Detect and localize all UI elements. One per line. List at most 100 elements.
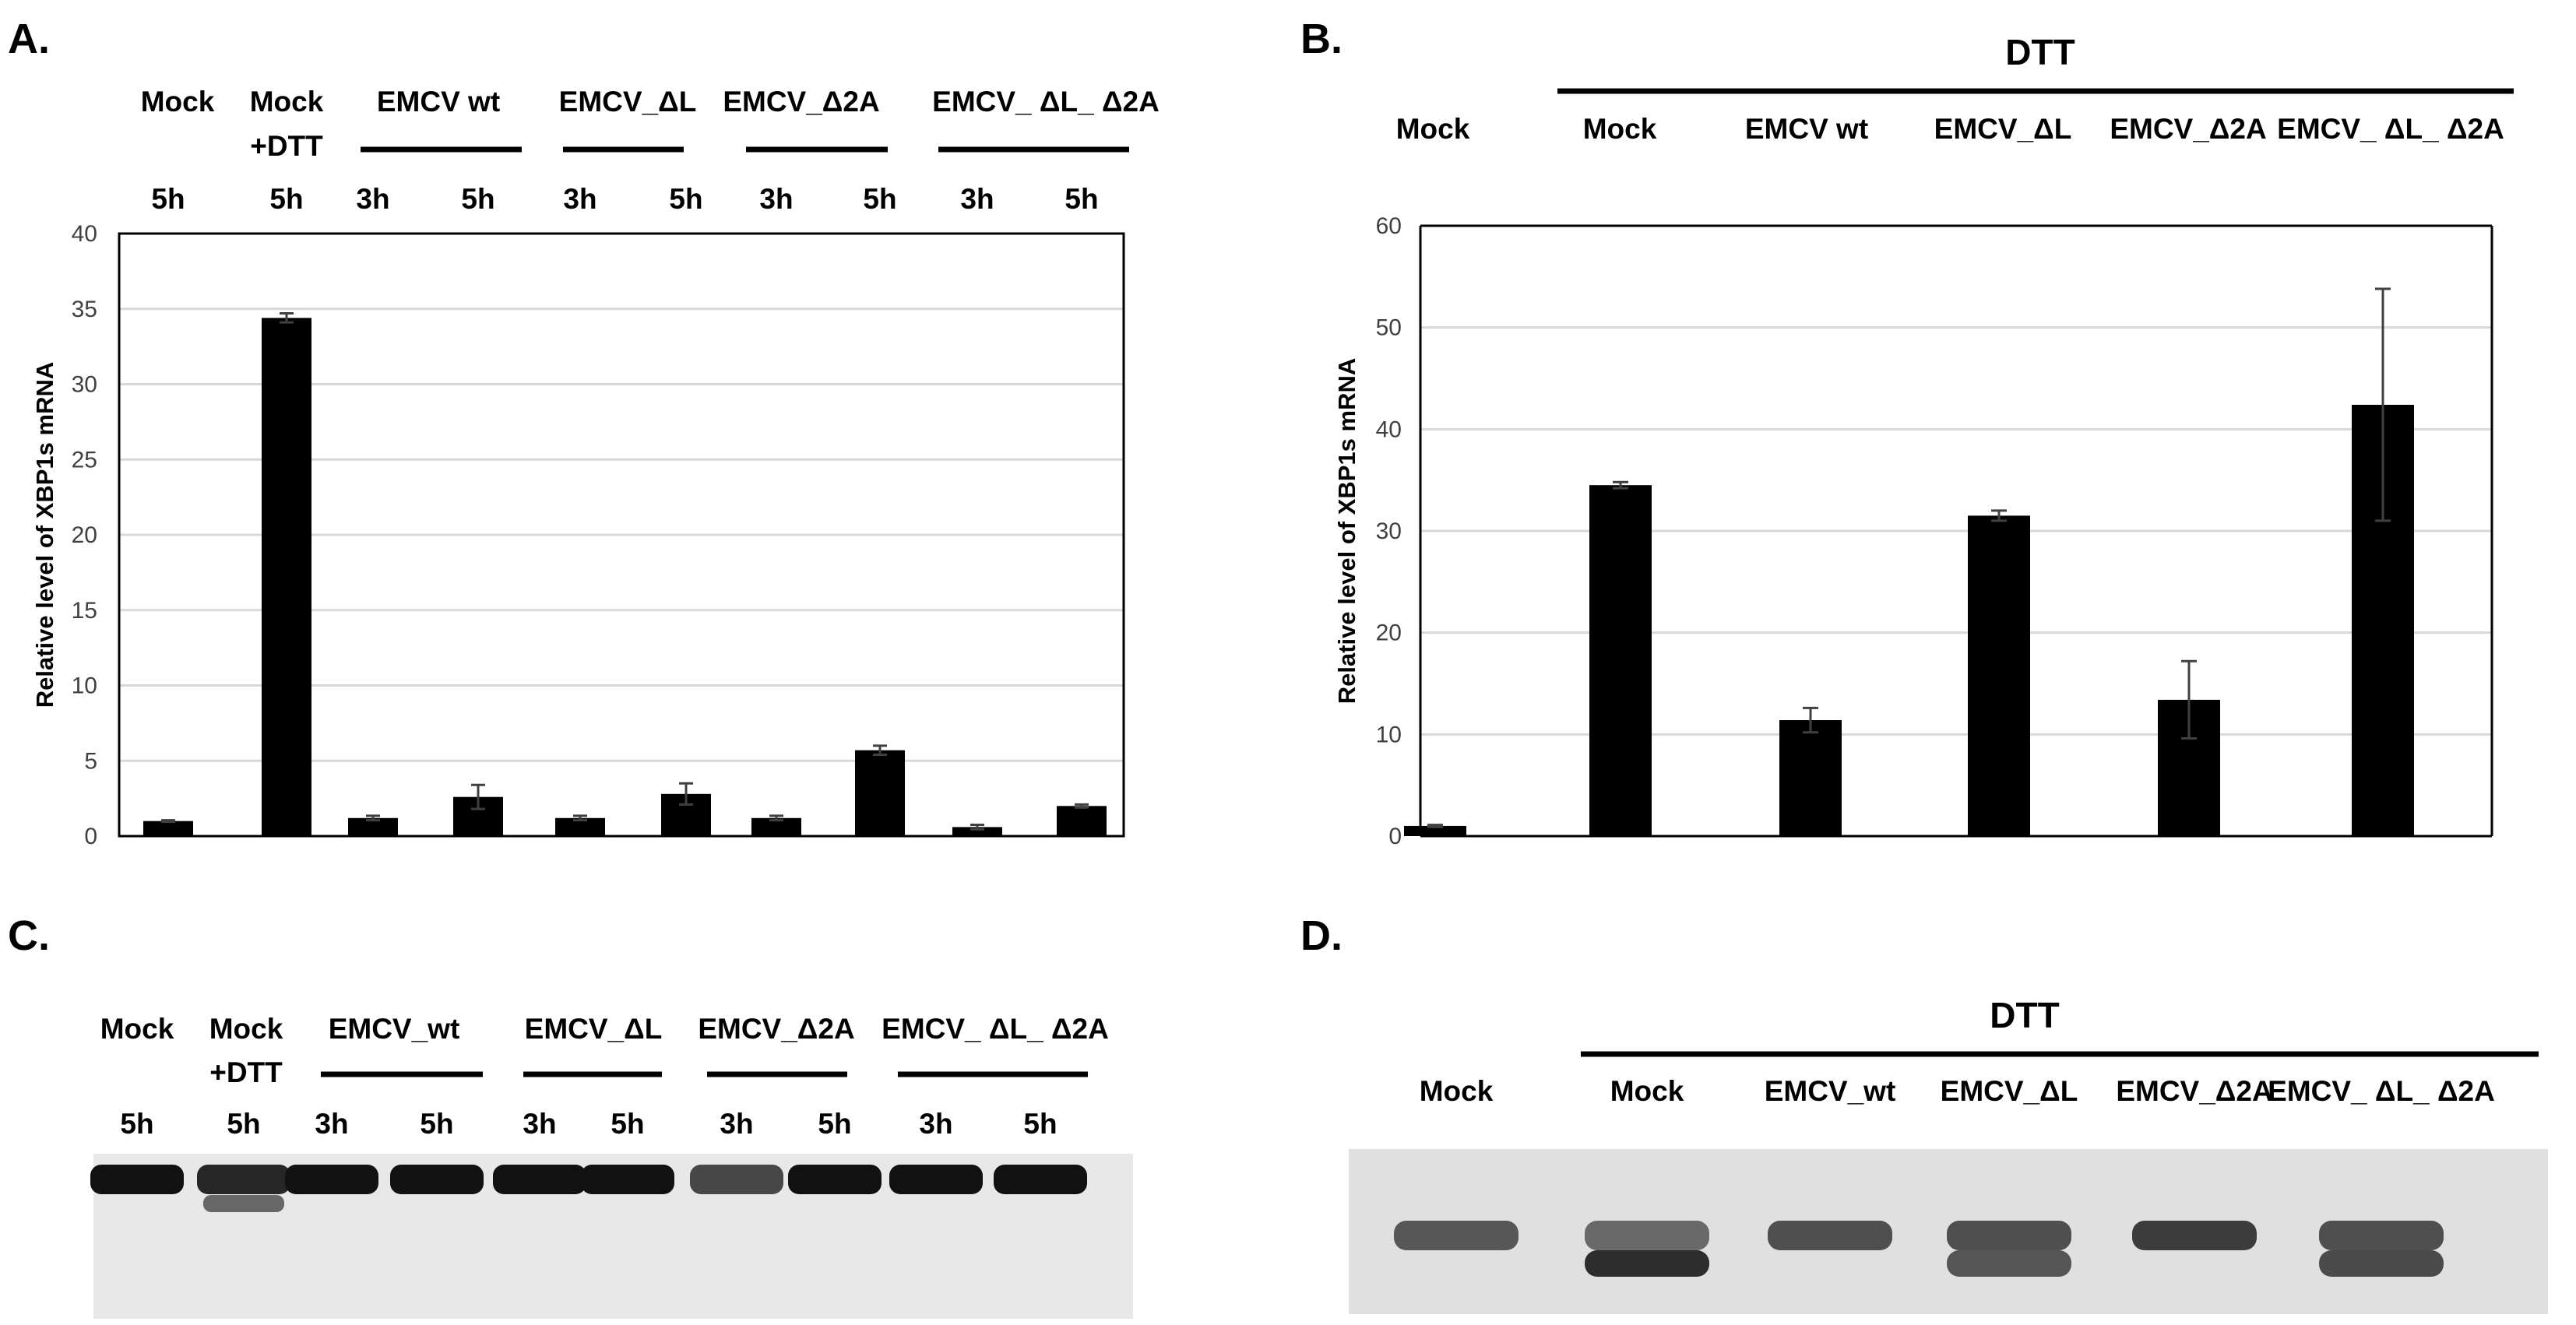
lane-label: Mock bbox=[1420, 1075, 1494, 1107]
time-label: 3h bbox=[356, 183, 389, 215]
category-label: Mock bbox=[1583, 113, 1657, 145]
lane-label: EMCV_ΔL bbox=[1941, 1075, 2078, 1107]
lane-group-label: EMCV_wt bbox=[329, 1013, 460, 1045]
y-tick-label: 10 bbox=[1376, 722, 1402, 747]
gel-band bbox=[994, 1165, 1087, 1194]
dtt-header: DTT bbox=[1990, 995, 2059, 1035]
panel-c-gel: C. Mock 5h Mock +DTT 5h EMCV_wt 3h 5h EMCV_ΔL 3h 5h… bbox=[8, 912, 1133, 1319]
y-tick-label: 40 bbox=[72, 221, 97, 247]
time-label: 5h bbox=[863, 183, 896, 215]
gel-band-lower bbox=[1947, 1250, 2071, 1277]
category-label: EMCV_ΔL bbox=[1934, 113, 2072, 145]
gel-band bbox=[90, 1165, 184, 1194]
gel-band bbox=[1947, 1221, 2071, 1250]
y-axis-label: Relative level of XBP1s mRNA bbox=[1333, 358, 1360, 705]
y-tick-label: 35 bbox=[72, 297, 97, 322]
y-axis-label: Relative level of XBP1s mRNA bbox=[31, 362, 58, 708]
bar bbox=[555, 817, 605, 836]
lane-group-label-2: +DTT bbox=[209, 1056, 283, 1088]
time-label: 5h bbox=[151, 183, 185, 215]
time-label: 5h bbox=[120, 1108, 153, 1140]
time-label: 3h bbox=[919, 1108, 952, 1140]
y-tick-label: 30 bbox=[1376, 518, 1402, 544]
gel-band-lower bbox=[203, 1195, 284, 1212]
time-label: 3h bbox=[523, 1108, 556, 1140]
y-tick-label: 50 bbox=[1376, 315, 1402, 341]
lane-label: EMCV_ ΔL_ Δ2A bbox=[2268, 1075, 2495, 1107]
panel-b: B. DTT Mock Mock EMCV wt EMCV_ΔL EMCV_Δ2A EMCV_… bbox=[1293, 0, 2576, 872]
panel-c-letter: C. bbox=[8, 912, 50, 959]
bar bbox=[1404, 825, 1466, 836]
bar bbox=[348, 817, 398, 836]
lane-label: Mock bbox=[1610, 1075, 1684, 1107]
gel-band bbox=[2132, 1221, 2257, 1250]
group-label: Mock bbox=[141, 86, 215, 118]
y-tick-label: 20 bbox=[72, 522, 97, 548]
bar bbox=[855, 750, 905, 836]
group-label: EMCV wt bbox=[377, 86, 500, 118]
category-label: EMCV_Δ2A bbox=[2110, 113, 2266, 145]
panel-b-chart: B. DTT Mock Mock EMCV wt EMCV_ΔL EMCV_Δ2A EMCV_… bbox=[1300, 16, 2514, 849]
y-tick-label: 5 bbox=[84, 748, 97, 774]
gel-band bbox=[1394, 1221, 1519, 1250]
time-label: 3h bbox=[563, 183, 596, 215]
gel-band bbox=[1585, 1221, 1709, 1250]
panel-c: C. Mock 5h Mock +DTT 5h EMCV_wt 3h 5h EMCV_ΔL 3h 5h… bbox=[0, 887, 1168, 1325]
dtt-header: DTT bbox=[2005, 32, 2075, 72]
panel-a-letter: A. bbox=[8, 16, 50, 62]
gel-band bbox=[285, 1165, 378, 1194]
lane-group-label: Mock bbox=[209, 1013, 283, 1045]
panel-d-gel: D. DTT Mock Mock EMCV_wt EMCV_ΔL EMCV_Δ2AEMCV_… bbox=[1300, 912, 2548, 1314]
time-label: 5h bbox=[1065, 183, 1098, 215]
category-label: Mock bbox=[1396, 113, 1470, 145]
time-label: 5h bbox=[818, 1108, 851, 1140]
y-tick-label: 10 bbox=[72, 673, 97, 699]
bar bbox=[1589, 485, 1652, 836]
bar bbox=[1057, 806, 1107, 836]
time-label: 5h bbox=[269, 183, 303, 215]
lane-label: EMCV_Δ2A bbox=[2116, 1075, 2272, 1107]
y-tick-label: 0 bbox=[84, 824, 97, 849]
time-label: 5h bbox=[420, 1108, 453, 1140]
gel-band bbox=[1768, 1221, 1892, 1250]
y-tick-label: 40 bbox=[1376, 416, 1402, 442]
gel-band bbox=[581, 1165, 674, 1194]
panel-a-chart: A. Mock 5h Mock +DTT 5h EMCV wt 3h 5h EMCV_ΔL 3h 5h… bbox=[8, 16, 1160, 849]
bar bbox=[262, 318, 311, 836]
gel-band bbox=[788, 1165, 882, 1194]
lane-label: EMCV_wt bbox=[1765, 1075, 1896, 1107]
lane-group-label: EMCV_ ΔL_ Δ2A bbox=[882, 1013, 1109, 1045]
gel-band bbox=[690, 1165, 783, 1194]
gel-band bbox=[2319, 1221, 2444, 1250]
lane-group-label: EMCV_ΔL bbox=[525, 1013, 663, 1045]
panel-d-letter: D. bbox=[1300, 912, 1343, 959]
time-label: 5h bbox=[227, 1108, 260, 1140]
group-label-2: +DTT bbox=[250, 130, 323, 162]
bar bbox=[1968, 515, 2030, 836]
time-label: 5h bbox=[461, 183, 494, 215]
bar bbox=[952, 827, 1002, 836]
panel-b-letter: B. bbox=[1300, 16, 1343, 62]
y-tick-label: 20 bbox=[1376, 620, 1402, 646]
y-tick-label: 15 bbox=[72, 598, 97, 624]
panel-d: D. DTT Mock Mock EMCV_wt EMCV_ΔL EMCV_Δ2A EMCV_… bbox=[1293, 887, 2576, 1325]
y-tick-label: 0 bbox=[1388, 824, 1402, 849]
bar bbox=[143, 821, 193, 836]
gel-band bbox=[390, 1165, 484, 1194]
time-label: 5h bbox=[611, 1108, 644, 1140]
category-label: EMCV_ ΔL_ Δ2A bbox=[2277, 113, 2504, 145]
gel-band-lower bbox=[1585, 1250, 1709, 1277]
lane-group-label: EMCV_Δ2A bbox=[698, 1013, 854, 1045]
group-label: EMCV_ΔL bbox=[559, 86, 697, 118]
time-label: 5h bbox=[669, 183, 702, 215]
time-label: 5h bbox=[1023, 1108, 1057, 1140]
gel-band bbox=[493, 1165, 586, 1194]
y-tick-label: 30 bbox=[72, 372, 97, 398]
y-tick-label: 60 bbox=[1376, 213, 1402, 239]
time-label: 3h bbox=[720, 1108, 753, 1140]
group-label: EMCV_ ΔL_ Δ2A bbox=[932, 86, 1160, 118]
gel-band-lower bbox=[2319, 1250, 2444, 1277]
bar bbox=[1779, 720, 1842, 836]
gel-band bbox=[889, 1165, 983, 1194]
gel-band bbox=[197, 1165, 290, 1194]
